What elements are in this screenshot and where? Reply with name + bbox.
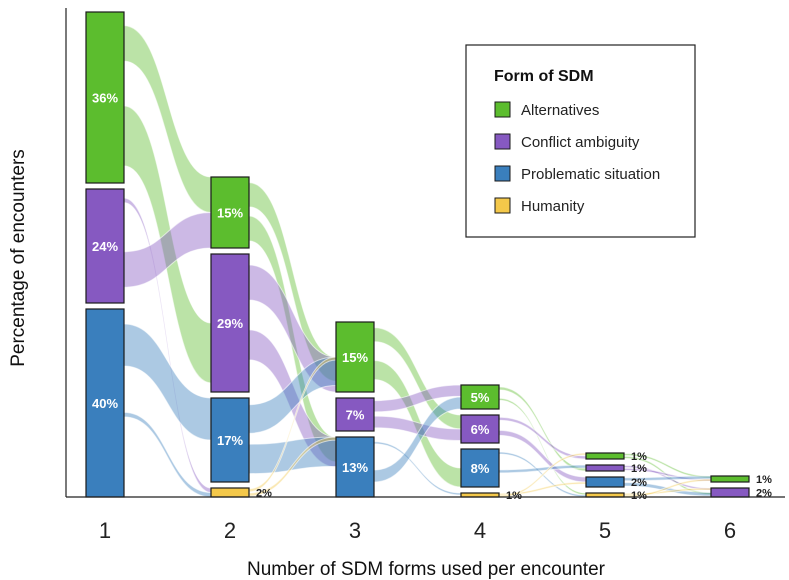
- bar-3-conflict-ambiguity: [335, 397, 375, 432]
- legend-title: Form of SDM: [494, 68, 594, 85]
- bar-4-alternatives: [460, 384, 500, 410]
- data-label-1-conflict-ambiguity: 24%: [92, 239, 118, 254]
- legend-label-humanity: Humanity: [521, 198, 585, 215]
- x-tick-3: 3: [349, 518, 361, 543]
- legend-label-problematic-situation: Problematic situation: [521, 166, 660, 183]
- flow-4-5-problematic-situation-5: [498, 464, 587, 474]
- stacked-bars: [85, 11, 750, 498]
- legend-label-alternatives: Alternatives: [521, 102, 599, 119]
- data-label-5-humanity: 1%: [631, 490, 647, 502]
- legend: Form of SDM Alternatives Conflict ambigui…: [465, 44, 696, 238]
- data-label-3-problematic-situation: 13%: [342, 460, 368, 475]
- data-label-5-alternatives: 1%: [631, 451, 647, 463]
- data-label-3-conflict-ambiguity: 7%: [346, 408, 365, 423]
- bar-1-conflict-ambiguity: [85, 188, 125, 304]
- bar-5-conflict-ambiguity: [585, 464, 625, 472]
- data-label-2-conflict-ambiguity: 29%: [217, 316, 243, 331]
- bar-2-problematic-situation: [210, 397, 250, 483]
- bar-4-problematic-situation: [460, 448, 500, 488]
- legend-item-humanity: Humanity: [494, 197, 585, 215]
- x-tick-1: 1: [99, 518, 111, 543]
- bar-2-alternatives: [210, 176, 250, 249]
- data-label-4-conflict-ambiguity: 6%: [471, 422, 490, 437]
- bar-6-alternatives: [710, 475, 750, 483]
- legend-swatch-alternatives: [494, 101, 511, 118]
- bar-4-conflict-ambiguity: [460, 414, 500, 444]
- data-label-5-problematic-situation: 2%: [631, 477, 647, 489]
- bar-3-problematic-situation: [335, 436, 375, 498]
- legend-item-alternatives: Alternatives: [494, 101, 599, 119]
- legend-item-problematic-situation: Problematic situation: [494, 165, 660, 183]
- data-label-6-conflict-ambiguity: 2%: [756, 488, 772, 500]
- bar-6-conflict-ambiguity: [710, 487, 750, 498]
- data-label-1-alternatives: 36%: [92, 91, 118, 106]
- x-axis-title: Number of SDM forms used per encounter: [247, 559, 606, 580]
- legend-swatch-humanity: [494, 197, 511, 214]
- x-tick-labels: 1 2 3 4 5 6: [99, 518, 736, 543]
- data-label-1-problematic-situation: 40%: [92, 396, 118, 411]
- bar-column-1: [85, 11, 125, 498]
- data-label-5-conflict-ambiguity: 1%: [631, 463, 647, 475]
- bar-column-4: [460, 384, 500, 498]
- bar-1-alternatives: [85, 11, 125, 184]
- bar-5-alternatives: [585, 452, 625, 460]
- bar-column-6: [710, 475, 750, 498]
- legend-swatch-problematic-situation: [494, 165, 511, 182]
- bar-2-humanity: [210, 487, 250, 498]
- data-label-2-humanity: 2%: [256, 488, 272, 500]
- legend-label-conflict-ambiguity: Conflict ambiguity: [521, 134, 640, 151]
- data-label-6-alternatives: 1%: [756, 474, 772, 486]
- bar-labels: 36%24%40%15%29%17%2%15%7%13%5%6%8%1%1%1%…: [92, 91, 772, 503]
- legend-swatch-conflict-ambiguity: [494, 133, 511, 150]
- bar-column-5: [585, 452, 625, 498]
- data-label-4-humanity: 1%: [506, 490, 522, 502]
- data-label-3-alternatives: 15%: [342, 350, 368, 365]
- bar-1-problematic-situation: [85, 308, 125, 498]
- x-tick-5: 5: [599, 518, 611, 543]
- data-label-4-problematic-situation: 8%: [471, 461, 490, 476]
- flow-4-5-conflict-ambiguity-2: [498, 416, 587, 460]
- x-tick-6: 6: [724, 518, 736, 543]
- bar-2-conflict-ambiguity: [210, 253, 250, 393]
- y-axis-title: Percentage of encounters: [8, 149, 29, 367]
- bar-5-problematic-situation: [585, 476, 625, 488]
- bar-column-2: [210, 176, 250, 498]
- bar-column-3: [335, 321, 375, 498]
- data-label-2-alternatives: 15%: [217, 206, 243, 221]
- data-label-2-problematic-situation: 17%: [217, 433, 243, 448]
- x-tick-4: 4: [474, 518, 486, 543]
- data-label-4-alternatives: 5%: [471, 390, 490, 405]
- bar-3-alternatives: [335, 321, 375, 393]
- x-tick-2: 2: [224, 518, 236, 543]
- legend-item-conflict-ambiguity: Conflict ambiguity: [494, 133, 640, 151]
